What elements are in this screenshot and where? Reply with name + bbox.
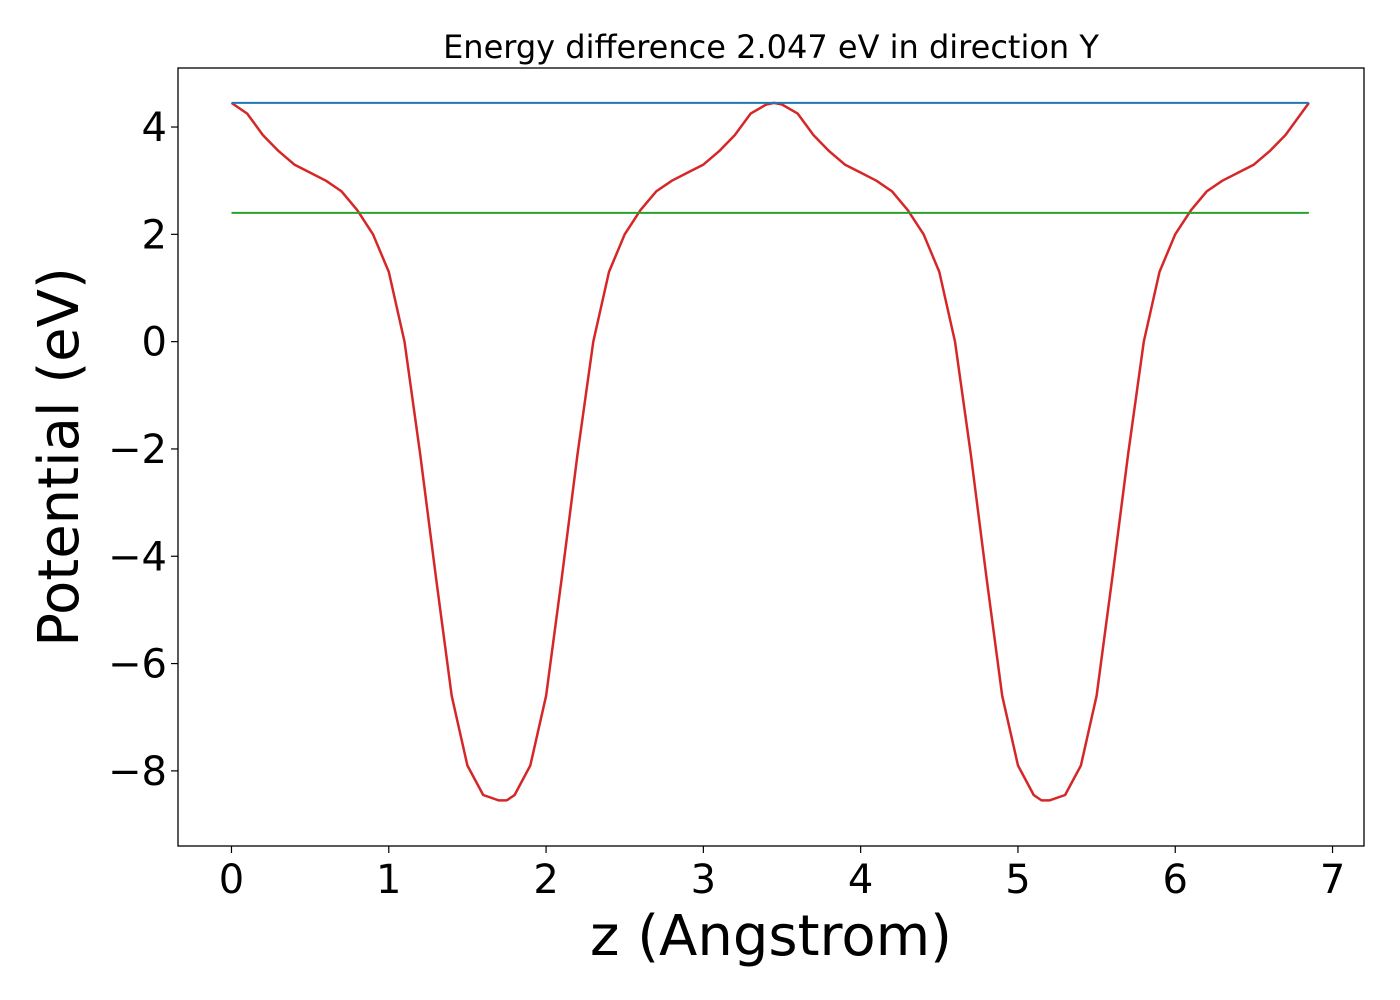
y-tick-label: −2 — [108, 427, 167, 473]
y-tick-label: −4 — [108, 534, 167, 580]
x-tick-label: 7 — [1320, 857, 1345, 903]
x-tick-label: 2 — [533, 857, 558, 903]
y-tick-label: −8 — [108, 749, 167, 795]
y-tick-label: 4 — [142, 105, 167, 151]
plot-frame — [177, 67, 1365, 847]
y-axis-ticks: −8 −6 −4 −2 0 2 4 — [108, 105, 178, 795]
x-tick-label: 5 — [1005, 857, 1030, 903]
x-tick-label: 0 — [219, 857, 244, 903]
y-tick-label: 0 — [142, 320, 167, 366]
x-tick-label: 4 — [848, 857, 873, 903]
y-axis-label: Potential (eV) — [27, 267, 92, 647]
chart-title: Energy difference 2.047 eV in direction … — [443, 28, 1099, 66]
x-axis-label: z (Angstrom) — [590, 904, 952, 969]
x-tick-label: 3 — [691, 857, 716, 903]
x-tick-label: 6 — [1163, 857, 1188, 903]
x-tick-label: 1 — [376, 857, 401, 903]
y-tick-label: 2 — [142, 212, 167, 258]
x-axis-ticks: 0 1 2 3 4 5 6 7 — [219, 846, 1345, 903]
y-tick-label: −6 — [108, 642, 167, 688]
series-layer — [230, 101, 1310, 802]
